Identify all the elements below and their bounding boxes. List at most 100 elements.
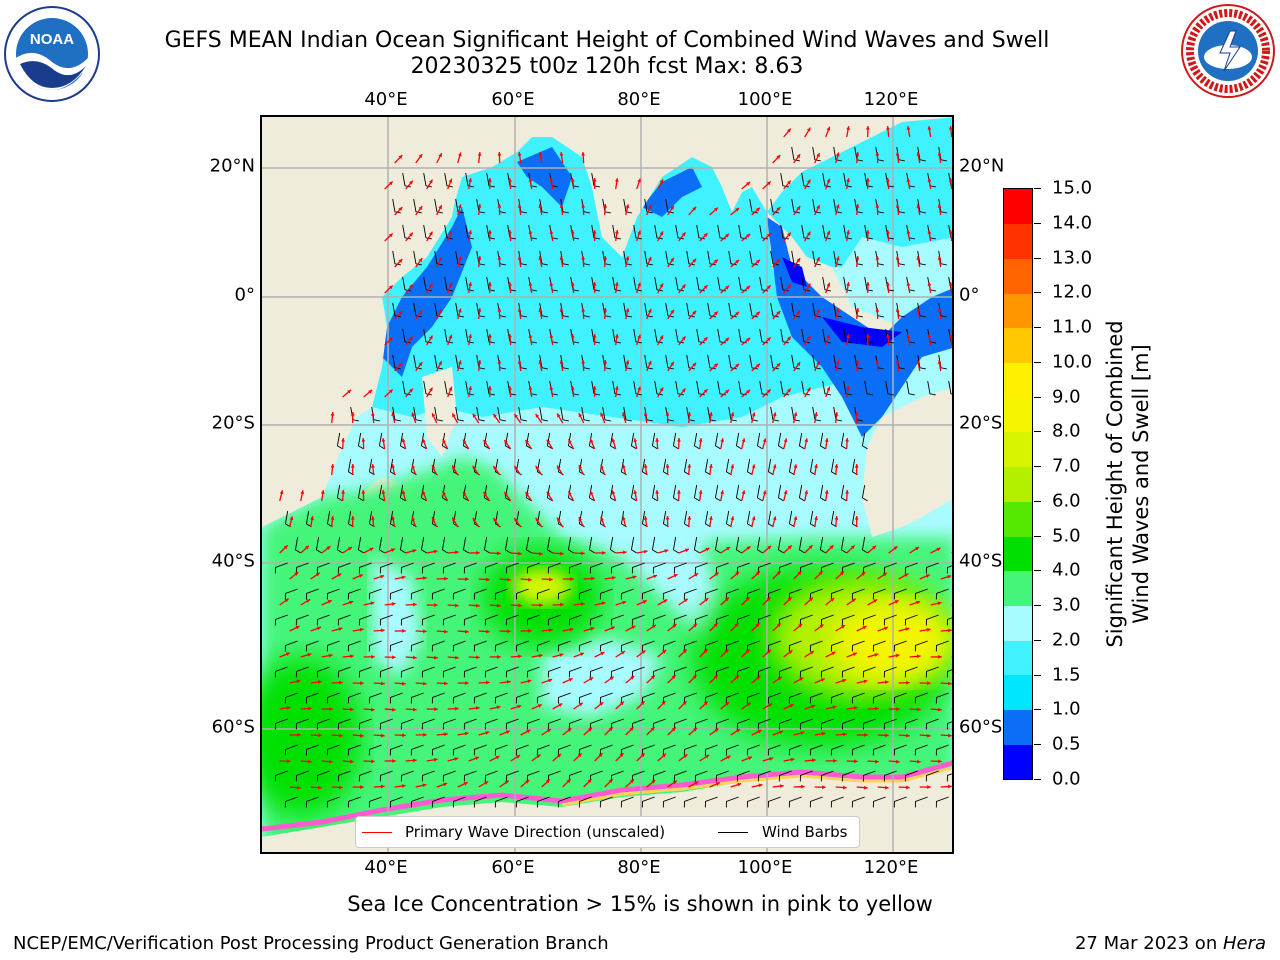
wind-barb xyxy=(840,484,847,502)
wave-direction-arrowhead xyxy=(518,551,522,556)
wave-direction-arrowhead xyxy=(875,759,879,764)
wind-barb xyxy=(746,744,760,756)
wind-barb xyxy=(434,406,443,422)
wind-barb xyxy=(704,744,718,756)
wave-direction-arrowhead xyxy=(493,413,498,418)
wave-direction-arrowhead xyxy=(381,628,385,633)
wave-direction-arrowhead xyxy=(640,753,645,758)
wave-direction-arrowhead xyxy=(536,754,541,759)
wave-direction-arrowhead xyxy=(428,179,433,184)
wind-barb xyxy=(337,562,351,574)
wave-direction-arrowhead xyxy=(401,784,406,788)
wave-direction-arrowhead xyxy=(330,464,335,468)
wind-barb xyxy=(284,744,298,756)
wave-direction-arrowhead xyxy=(359,627,364,632)
wave-direction-arrowhead xyxy=(504,780,509,785)
wave-direction-arrowhead xyxy=(937,308,942,312)
colorbar-tick-label: 4.0 xyxy=(1052,559,1081,581)
wave-direction-arrowhead xyxy=(633,438,638,442)
colorbar-segment xyxy=(1004,570,1032,606)
wind-barb xyxy=(368,588,382,600)
ocean-region xyxy=(832,602,952,682)
wave-direction-arrowhead xyxy=(926,627,931,632)
wave-direction-arrowhead xyxy=(358,574,363,578)
wind-barb xyxy=(316,718,330,730)
wind-barb xyxy=(336,536,343,554)
wind-barb xyxy=(704,510,711,528)
wind-barb xyxy=(662,692,676,704)
wave-direction-arrowhead xyxy=(796,206,801,211)
wind-barb xyxy=(843,224,852,240)
wind-barb xyxy=(567,536,574,554)
wave-direction-arrowhead xyxy=(762,490,767,495)
wave-direction-arrowhead xyxy=(835,360,840,365)
wave-direction-arrowhead xyxy=(438,153,442,158)
wave-direction-arrowhead xyxy=(672,624,677,628)
wind-barb xyxy=(686,302,695,318)
wind-barb xyxy=(357,484,364,502)
wind-barb xyxy=(336,432,343,450)
colorbar-tick-label: 1.5 xyxy=(1052,664,1081,686)
wave-direction-arrowhead xyxy=(650,675,655,680)
wave-direction-arrowhead xyxy=(504,439,508,444)
colorbar-segment xyxy=(1004,536,1032,572)
wind-barb xyxy=(788,458,795,476)
wind-barb xyxy=(633,224,642,240)
wave-direction-arrowhead xyxy=(937,256,942,260)
wind-barb xyxy=(812,302,821,318)
wind-barb xyxy=(830,640,844,652)
wave-direction-arrowhead xyxy=(455,655,459,660)
wind-barb xyxy=(652,770,666,782)
wind-barb xyxy=(633,380,642,396)
wind-barb xyxy=(505,718,519,730)
wind-barb xyxy=(665,302,674,318)
wind-barb xyxy=(715,718,729,730)
wave-direction-arrowhead xyxy=(833,758,837,763)
colorbar-segment xyxy=(1004,293,1032,329)
wind-barb xyxy=(620,796,634,808)
colorbar-segment xyxy=(1004,466,1032,502)
wind-barb xyxy=(801,276,810,292)
wave-direction-arrowhead xyxy=(625,308,630,313)
colorbar-tick-label: 5.0 xyxy=(1052,525,1081,547)
wind-barb xyxy=(357,536,364,554)
wave-direction-arrowhead xyxy=(647,256,652,261)
wave-direction-arrowhead xyxy=(328,653,333,658)
wave-direction-arrowhead xyxy=(793,516,798,521)
wave-direction-arrowhead xyxy=(927,126,932,130)
wave-direction-arrowhead xyxy=(609,676,614,681)
wave-direction-arrowhead xyxy=(906,230,911,234)
wave-direction-arrowhead xyxy=(776,623,781,628)
wave-direction-arrowhead xyxy=(735,207,740,212)
wave-direction-arrowhead xyxy=(418,362,423,367)
wind-barb xyxy=(830,692,844,704)
wind-barb xyxy=(896,302,905,318)
wind-barb xyxy=(749,250,758,266)
wave-direction-arrowhead xyxy=(746,702,751,707)
wind-barb xyxy=(284,588,298,600)
wave-direction-arrowhead xyxy=(865,230,870,234)
wind-barb xyxy=(735,536,742,554)
wind-barb xyxy=(484,718,498,730)
wind-barb xyxy=(693,484,700,502)
wind-barb xyxy=(812,250,821,266)
wave-direction-arrowhead xyxy=(865,282,870,286)
wind-barb xyxy=(389,588,403,600)
wave-direction-arrowhead xyxy=(811,758,816,763)
wave-direction-arrowhead xyxy=(651,780,656,784)
wave-direction-arrowhead xyxy=(630,675,635,680)
wave-direction-arrowhead xyxy=(457,256,462,261)
vector-layer xyxy=(274,125,952,808)
wind-barb xyxy=(400,718,414,730)
wave-direction-arrowhead xyxy=(787,232,791,237)
wind-barb xyxy=(455,354,464,370)
wave-direction-arrowhead xyxy=(655,490,660,494)
wave-direction-arrowhead xyxy=(538,204,543,208)
wave-direction-arrowhead xyxy=(766,337,771,342)
wave-direction-arrowhead xyxy=(477,256,482,260)
wind-barb xyxy=(368,692,382,704)
wave-direction-arrowhead xyxy=(330,516,335,520)
wave-direction-arrowhead xyxy=(834,412,839,416)
wave-direction-arrowhead xyxy=(475,706,480,711)
wave-direction-arrowhead xyxy=(418,310,423,315)
